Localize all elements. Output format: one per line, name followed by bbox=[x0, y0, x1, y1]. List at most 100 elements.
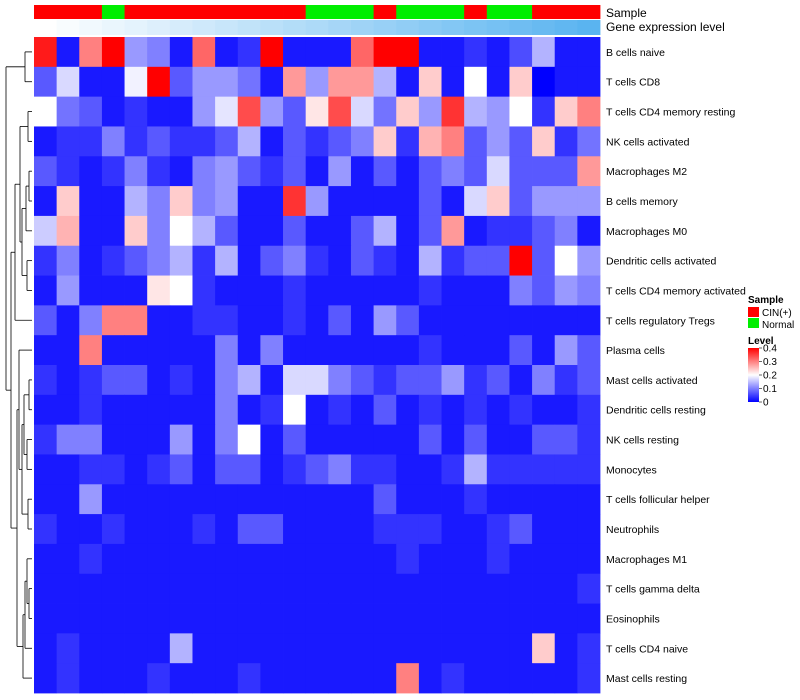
heatmap-cell bbox=[464, 275, 488, 306]
heatmap-cell bbox=[260, 603, 284, 634]
heatmap-cell bbox=[79, 126, 103, 157]
heatmap-cell bbox=[350, 543, 374, 575]
heatmap-cell bbox=[396, 573, 420, 604]
sample-annotation-cell bbox=[169, 5, 193, 19]
heatmap-cell bbox=[192, 603, 216, 634]
heatmap-cell bbox=[34, 633, 58, 664]
heatmap-cell bbox=[373, 66, 397, 98]
sample-annotation-cell bbox=[441, 5, 465, 19]
heatmap-cell bbox=[418, 66, 442, 98]
heatmap-cell bbox=[260, 514, 284, 545]
heatmap-cell bbox=[328, 186, 352, 217]
heatmap-cell bbox=[441, 305, 465, 336]
heatmap-cell bbox=[373, 663, 397, 694]
heatmap-cell bbox=[56, 37, 80, 68]
row-label: Neutrophils bbox=[606, 524, 659, 536]
gene-annotation-cell bbox=[373, 20, 397, 35]
heatmap-cell bbox=[101, 663, 125, 694]
heatmap-cell bbox=[169, 633, 193, 664]
heatmap-cell bbox=[79, 215, 103, 247]
heatmap-cell bbox=[509, 186, 533, 217]
heatmap-cell bbox=[215, 186, 239, 217]
heatmap-cell bbox=[237, 275, 261, 306]
heatmap-cell bbox=[418, 394, 442, 426]
heatmap-cell bbox=[34, 275, 58, 306]
heatmap-cell bbox=[554, 573, 578, 604]
level-tick-label: 0 bbox=[763, 398, 769, 409]
gene-annotation-cell bbox=[486, 20, 510, 35]
gene-annotation-cell bbox=[237, 20, 261, 35]
heatmap-cell bbox=[305, 633, 329, 664]
heatmap-cell bbox=[577, 573, 601, 604]
heatmap-cell bbox=[169, 66, 193, 98]
heatmap-cell bbox=[34, 245, 58, 276]
heatmap-cell bbox=[169, 126, 193, 157]
heatmap-cell bbox=[101, 573, 125, 604]
heatmap-cell bbox=[237, 603, 261, 634]
sample-annotation-cell bbox=[373, 5, 397, 19]
heatmap-cell bbox=[577, 156, 601, 187]
heatmap-cell bbox=[192, 365, 216, 396]
heatmap-cell bbox=[554, 66, 578, 98]
heatmap-cell bbox=[396, 37, 420, 68]
heatmap-cell bbox=[169, 215, 193, 247]
heatmap-cell bbox=[260, 335, 284, 366]
row-label: NK cells resting bbox=[606, 435, 679, 447]
heatmap-cell bbox=[418, 365, 442, 396]
heatmap-cell bbox=[56, 543, 80, 575]
legend-swatch-cin bbox=[748, 307, 759, 317]
heatmap-cell bbox=[509, 275, 533, 306]
gene-annotation-cell bbox=[532, 20, 556, 35]
heatmap-cell bbox=[56, 424, 80, 455]
heatmap-cell bbox=[350, 215, 374, 247]
heatmap-cell bbox=[554, 305, 578, 336]
heatmap-cell bbox=[486, 394, 510, 426]
heatmap-cell bbox=[305, 424, 329, 455]
heatmap-cell bbox=[237, 215, 261, 247]
heatmap-cell bbox=[464, 37, 488, 68]
heatmap-cell bbox=[373, 156, 397, 187]
heatmap-cell bbox=[418, 126, 442, 157]
heatmap-cell bbox=[215, 96, 239, 127]
gene-annotation-cell bbox=[124, 20, 148, 35]
legend-label-cin: CIN(+) bbox=[762, 308, 792, 319]
heatmap-cell bbox=[350, 245, 374, 276]
sample-annotation-cell bbox=[350, 5, 374, 19]
heatmap-cell bbox=[169, 424, 193, 455]
heatmap-cell bbox=[532, 633, 556, 664]
heatmap-cell bbox=[373, 573, 397, 604]
heatmap-cell bbox=[350, 365, 374, 396]
heatmap-cell bbox=[124, 335, 148, 366]
heatmap-cell bbox=[56, 275, 80, 306]
heatmap-cell bbox=[509, 305, 533, 336]
heatmap-cell bbox=[441, 663, 465, 694]
heatmap-cell bbox=[554, 215, 578, 247]
heatmap-cell bbox=[34, 663, 58, 694]
row-label: Plasma cells bbox=[606, 345, 665, 357]
heatmap-cell bbox=[486, 543, 510, 575]
heatmap-cell bbox=[328, 156, 352, 187]
heatmap-cell bbox=[305, 215, 329, 247]
gene-annotation-cell bbox=[147, 20, 171, 35]
heatmap-cell bbox=[577, 514, 601, 545]
heatmap-cell bbox=[124, 454, 148, 485]
gene-annotation-cell bbox=[554, 20, 578, 35]
heatmap-cell bbox=[373, 514, 397, 545]
heatmap-cell bbox=[79, 514, 103, 545]
gene-annotation-cell bbox=[305, 20, 329, 35]
row-label: Macrophages M2 bbox=[606, 166, 687, 178]
heatmap-cell bbox=[350, 37, 374, 68]
heatmap-cell bbox=[260, 275, 284, 306]
heatmap-cell bbox=[260, 663, 284, 694]
heatmap-cell bbox=[509, 126, 533, 157]
heatmap-cell bbox=[305, 603, 329, 634]
heatmap-cell bbox=[441, 186, 465, 217]
row-label: T cells follicular helper bbox=[606, 494, 710, 506]
heatmap-cell bbox=[79, 603, 103, 634]
heatmap-cell bbox=[350, 603, 374, 634]
heatmap-cell bbox=[237, 96, 261, 127]
heatmap-cell bbox=[350, 663, 374, 694]
heatmap-cell bbox=[237, 305, 261, 336]
heatmap-cell bbox=[554, 126, 578, 157]
